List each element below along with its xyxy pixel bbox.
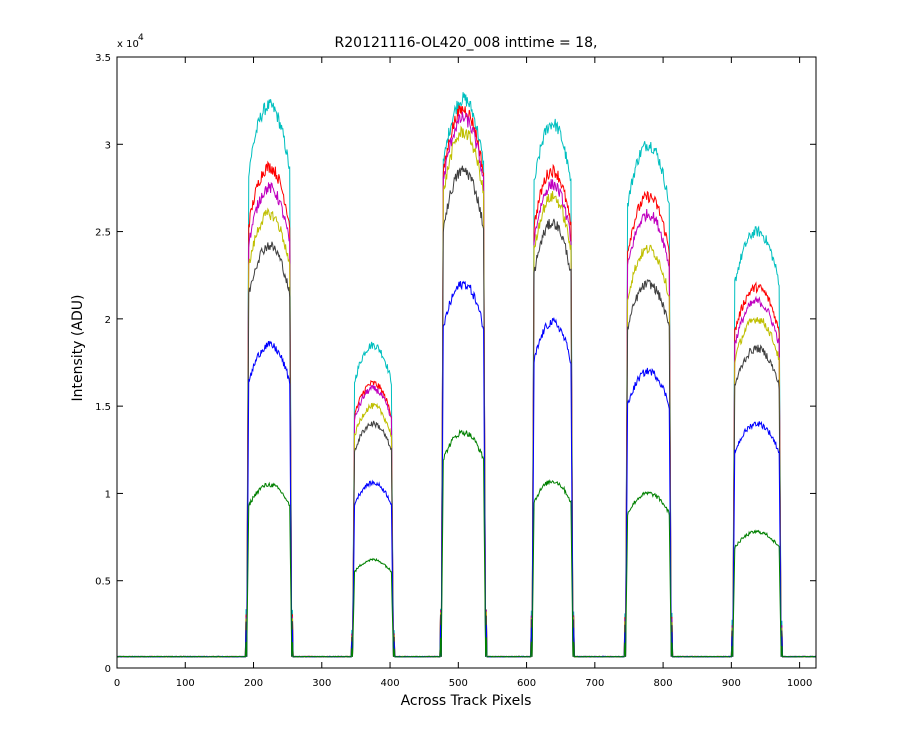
y-tick-label: 0.5 (95, 577, 111, 588)
series-line-7 (117, 428, 816, 658)
y-tick-label: 3 (105, 140, 111, 151)
x-tick-label: 800 (654, 678, 673, 689)
y-multiplier-base: x 10 (117, 39, 139, 50)
series-layer (117, 92, 816, 658)
axes-box (116, 56, 817, 669)
y-axis-label: Intensity (ADU) (70, 295, 86, 402)
x-tick-label: 1000 (787, 678, 812, 689)
x-tick-label: 700 (585, 678, 604, 689)
x-tick-label: 600 (517, 678, 536, 689)
x-tick-label: 900 (722, 678, 741, 689)
y-tick-label: 2.5 (95, 228, 111, 239)
y-multiplier-exponent: 4 (138, 33, 144, 43)
y-axis: 0 0.5 1 1.5 2 2.5 3 3.5 (95, 53, 816, 675)
x-tick-label: 500 (449, 678, 468, 689)
x-tick-label: 100 (176, 678, 195, 689)
x-tick-label: 300 (312, 678, 331, 689)
y-tick-label: 1 (105, 489, 111, 500)
chart-title: R20121116-OL420_008 inttime = 18, (335, 35, 598, 51)
y-tick-label: 1.5 (95, 402, 111, 413)
x-axis-label: Across Track Pixels (401, 693, 532, 709)
x-axis: 0 100 200 300 400 500 600 700 800 900 1000 (114, 57, 812, 689)
y-tick-label: 0 (105, 664, 111, 675)
x-tick-label: 200 (244, 678, 263, 689)
plot-area (117, 92, 816, 658)
y-tick-label: 2 (105, 315, 111, 326)
x-tick-label: 400 (381, 678, 400, 689)
y-tick-label: 3.5 (95, 53, 111, 64)
x-tick-label: 0 (114, 678, 120, 689)
